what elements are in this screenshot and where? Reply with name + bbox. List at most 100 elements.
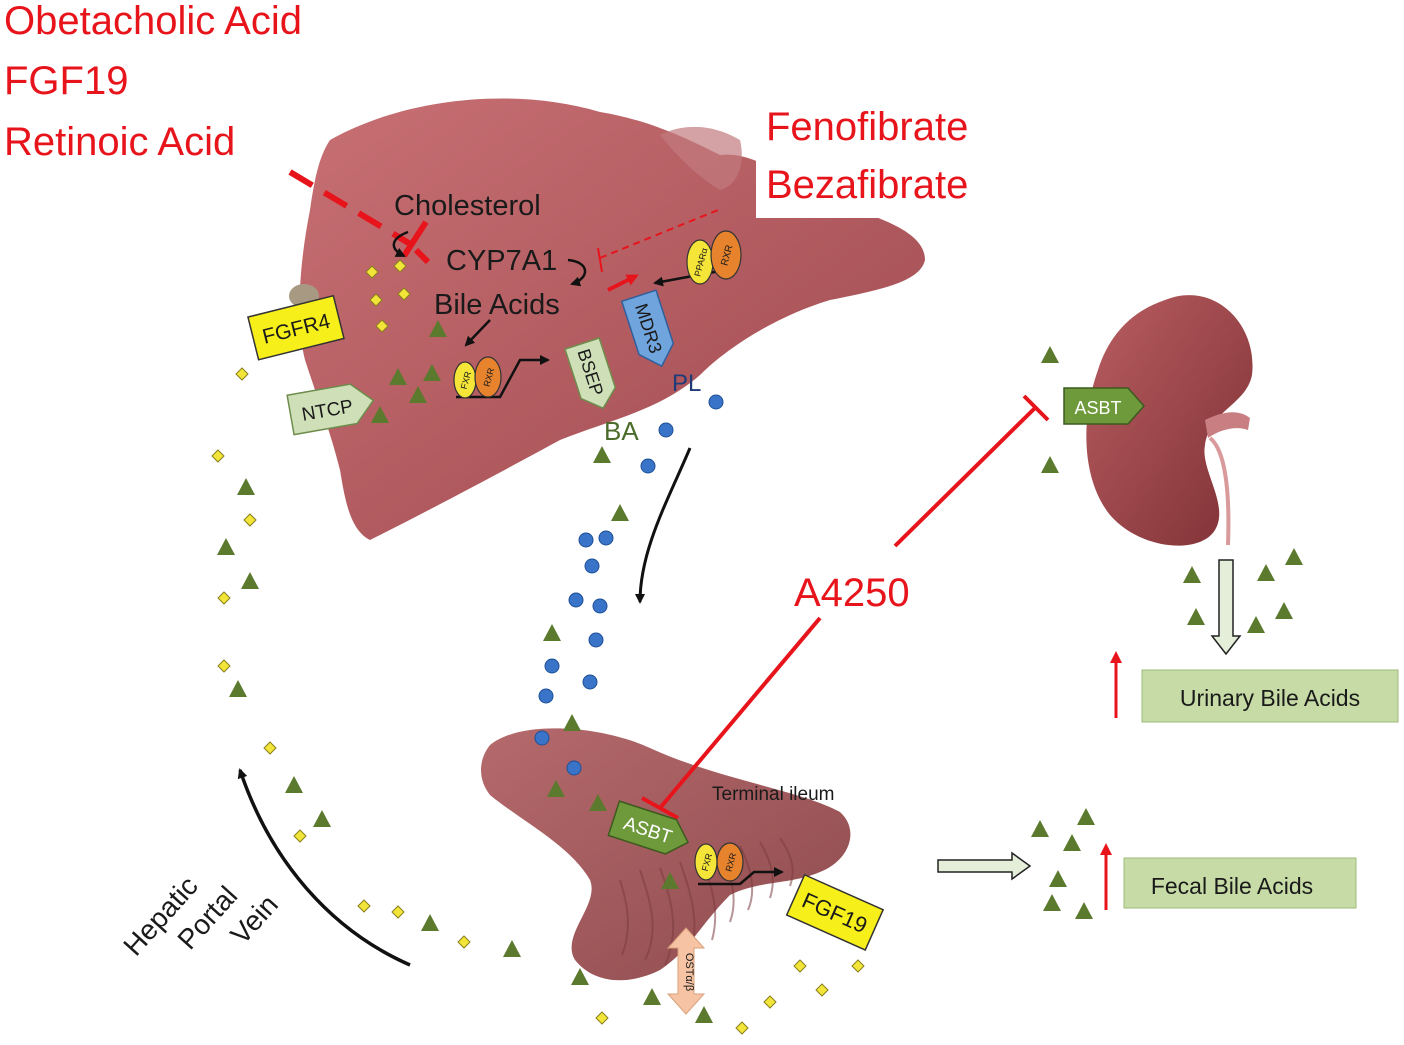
drug-label-obetacholic-acid: Obetacholic Acid [4, 0, 302, 43]
bile-acid-triangle [237, 478, 255, 495]
fibrate-label-backdrop [756, 100, 1002, 218]
bile-acid-triangle [547, 780, 565, 797]
fgf19-diamond [235, 367, 249, 381]
terminal-ileum-label: Terminal ileum [712, 784, 834, 805]
fgf19-diamond [217, 591, 231, 605]
fgf19-diamond [293, 829, 307, 843]
bile-acid-triangle [241, 572, 259, 589]
cyp7a1-label: CYP7A1 [446, 245, 557, 277]
ba-label: BA [604, 416, 639, 446]
bile-acid-triangle [571, 968, 589, 985]
bile-acid-triangles [217, 320, 1303, 1023]
bile-acid-triangle [423, 364, 441, 381]
bile-acid-triangle [661, 872, 679, 889]
fecal-flow-arrow [937, 851, 1032, 881]
bile-acids-label: Bile Acids [434, 289, 560, 321]
fgfr4-receptor: FGFR4 [247, 284, 345, 361]
bile-acid-triangle [217, 538, 235, 555]
drug-label-a4250: A4250 [794, 571, 910, 615]
fgf19-diamond [263, 741, 277, 755]
bile-acid-triangle [371, 406, 389, 423]
bile-acid-triangle [1043, 894, 1061, 911]
bile-acid-triangle [421, 914, 439, 931]
phospholipid-dots [534, 394, 724, 776]
bile-acid-triangle [593, 446, 611, 463]
phospholipid-dot [538, 688, 554, 704]
ppar-rxr-complex: PPARα RXR [653, 230, 742, 287]
cyp7a1-conversion-arrow [567, 258, 587, 287]
bile-acid-triangle [695, 1006, 713, 1023]
mdr3-transporter: MDR3 [620, 289, 675, 368]
portal-vein-arrow [237, 768, 411, 967]
fgf19-diamond [851, 959, 865, 973]
bile-acid-triangle [1077, 808, 1095, 825]
bile-acid-triangle [643, 988, 661, 1005]
bsep-transporter: BSEP [564, 337, 617, 410]
a4250-inhibition-line-ileum [658, 616, 822, 810]
fecal-bile-acids-label: Fecal Bile Acids [1151, 873, 1313, 899]
fgf19-box-ileum: FGF19 [785, 873, 885, 951]
portal-vein-label: Hepatic Portal Vein [117, 870, 284, 961]
ost-transporter: OSTα/β [666, 927, 706, 1015]
fibrate-activation-arrow [607, 274, 639, 292]
bile-acid-triangle [1063, 834, 1081, 851]
fgf19-diamond [391, 905, 405, 919]
fxr-rxr-complex-ileum: FXR RXR [694, 842, 784, 886]
a4250-inhibition-line-kidney [893, 405, 1038, 548]
inhibition-line-fxr-agonists [288, 169, 414, 248]
fgf19-diamond [815, 983, 829, 997]
fecal-bile-acids-box [1123, 857, 1357, 909]
phospholipid-dot [578, 532, 594, 548]
phospholipid-dot [534, 730, 550, 746]
fibrate-inhibition-line [599, 209, 719, 259]
phospholipid-dot [544, 658, 560, 674]
bile-acid-triangle [1183, 566, 1201, 583]
phospholipid-dot [582, 674, 598, 690]
urinary-flow-arrow [1210, 559, 1242, 656]
bile-acid-triangle [1247, 616, 1265, 633]
phospholipid-dot [640, 458, 656, 474]
fgf19-diamond [365, 265, 379, 279]
drug-label-retinoic-acid: Retinoic Acid [4, 120, 235, 164]
rxr-label-ppar: RXR [719, 244, 735, 267]
bile-acid-triangle [229, 680, 247, 697]
bile-acid-triangle [1049, 870, 1067, 887]
fgf19-diamond [357, 899, 371, 913]
drug-label-fgf19: FGF19 [4, 59, 128, 103]
bile-acid-triangle [589, 794, 607, 811]
bile-acid-triangle [313, 810, 331, 827]
bile-acid-triangle [1187, 608, 1205, 625]
bile-acid-triangle [1275, 602, 1293, 619]
fgf19-diamond [243, 513, 257, 527]
ntcp-transporter: NTCP [286, 383, 375, 436]
fgf19-diamond [457, 935, 471, 949]
bile-acid-triangle [1285, 548, 1303, 565]
bile-acid-triangle [1041, 456, 1059, 473]
fgf19-diamond [217, 659, 231, 673]
bile-acid-triangle [285, 776, 303, 793]
rxr-label-liver: RXR [482, 366, 497, 387]
fgf19-diamond [793, 959, 807, 973]
bile-acid-triangle [1075, 902, 1093, 919]
fgf19-diamond [211, 449, 225, 463]
bile-acid-triangle [1031, 820, 1049, 837]
fgf19-diamond [375, 319, 389, 333]
drug-label-fenofibrate: Fenofibrate [766, 105, 968, 149]
phospholipid-dot [588, 632, 604, 648]
rxr-label-ileum: RXR [724, 851, 739, 872]
fxr-label-liver: FXR [459, 370, 473, 390]
bile-acid-to-fxr-arrow [464, 319, 491, 347]
bile-acid-triangle [409, 386, 427, 403]
bile-acid-triangle [543, 624, 561, 641]
phospholipid-dot [568, 592, 584, 608]
urinary-bile-acids-box [1141, 669, 1399, 723]
cholesterol-conversion-arrow [392, 230, 409, 258]
urinary-bile-acids-label: Urinary Bile Acids [1180, 685, 1360, 711]
asbt-transporter-kidney: ASBT [1063, 387, 1146, 425]
fxr-rxr-complex-liver: FXR RXR [453, 355, 550, 399]
phospholipid-dot [658, 422, 674, 438]
inhibition-bar-cyp7a1 [401, 220, 429, 258]
fgf19-diamond [397, 287, 411, 301]
phospholipid-dot [592, 598, 608, 614]
bile-acid-triangle [563, 714, 581, 731]
